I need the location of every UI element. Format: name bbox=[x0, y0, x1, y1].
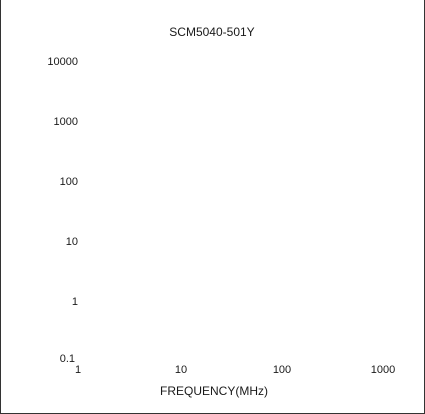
y-tick-label: 1000 bbox=[54, 116, 78, 128]
x-axis-title: FREQUENCY(MHz) bbox=[160, 384, 268, 398]
x-tick-labels: 1 10 100 1000 bbox=[75, 364, 395, 376]
x-tick-label: 10 bbox=[175, 364, 187, 376]
y-tick-label: 100 bbox=[60, 176, 78, 188]
x-tick-label: 100 bbox=[273, 364, 291, 376]
y-tick-label: 1 bbox=[72, 296, 78, 308]
y-tick-labels: 10000 1000 100 10 1 0.1 bbox=[47, 56, 78, 365]
y-tick-label: 10 bbox=[66, 236, 78, 248]
x-tick-label: 1000 bbox=[371, 364, 395, 376]
chart-title: SCM5040-501Y bbox=[169, 25, 254, 39]
x-tick-label: 1 bbox=[75, 364, 81, 376]
y-tick-label: 0.1 bbox=[60, 353, 75, 365]
y-tick-label: 10000 bbox=[47, 56, 78, 68]
